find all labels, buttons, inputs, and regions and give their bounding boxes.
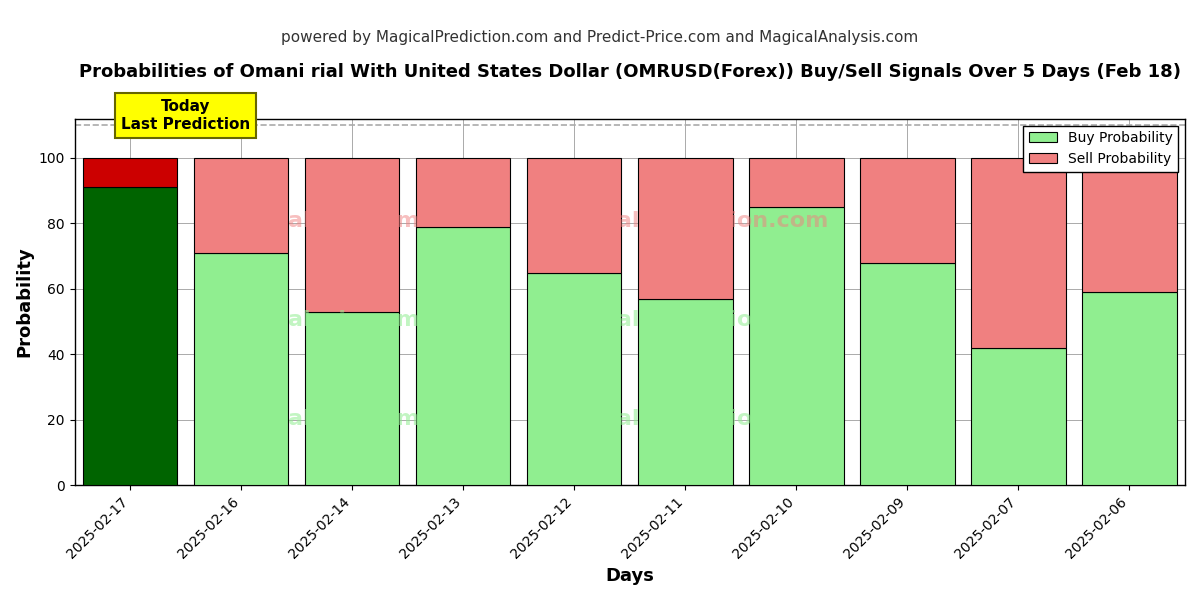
Bar xyxy=(194,158,288,253)
Text: calAnalysis.com: calAnalysis.com xyxy=(218,409,419,429)
Bar xyxy=(860,158,955,263)
Bar xyxy=(194,253,288,485)
Title: Probabilities of Omani rial With United States Dollar (OMRUSD(Forex)) Buy/Sell S: Probabilities of Omani rial With United … xyxy=(79,63,1181,81)
Bar xyxy=(971,158,1066,348)
Legend: Buy Probability, Sell Probability: Buy Probability, Sell Probability xyxy=(1024,125,1178,172)
Bar xyxy=(638,158,732,299)
Bar xyxy=(1082,292,1177,485)
Bar xyxy=(416,158,510,227)
Bar xyxy=(527,158,622,272)
Text: Today
Last Prediction: Today Last Prediction xyxy=(121,100,251,132)
Bar xyxy=(860,263,955,485)
Bar xyxy=(971,348,1066,485)
Text: calAnalysis.com: calAnalysis.com xyxy=(218,310,419,330)
Bar xyxy=(83,158,178,187)
Bar xyxy=(638,299,732,485)
Bar xyxy=(1082,158,1177,292)
Bar xyxy=(305,158,400,312)
Bar xyxy=(527,272,622,485)
Y-axis label: Probability: Probability xyxy=(16,247,34,358)
Bar xyxy=(416,227,510,485)
Text: powered by MagicalPrediction.com and Predict-Price.com and MagicalAnalysis.com: powered by MagicalPrediction.com and Pre… xyxy=(281,30,919,45)
Bar xyxy=(749,158,844,207)
Text: MagicalPrediction.com: MagicalPrediction.com xyxy=(542,409,828,429)
Text: MagicalPrediction.com: MagicalPrediction.com xyxy=(542,310,828,330)
Text: MagicalPrediction.com: MagicalPrediction.com xyxy=(542,211,828,232)
Bar xyxy=(749,207,844,485)
X-axis label: Days: Days xyxy=(605,567,654,585)
Bar xyxy=(83,187,178,485)
Bar xyxy=(305,312,400,485)
Text: calAnalysis.com: calAnalysis.com xyxy=(218,211,419,232)
